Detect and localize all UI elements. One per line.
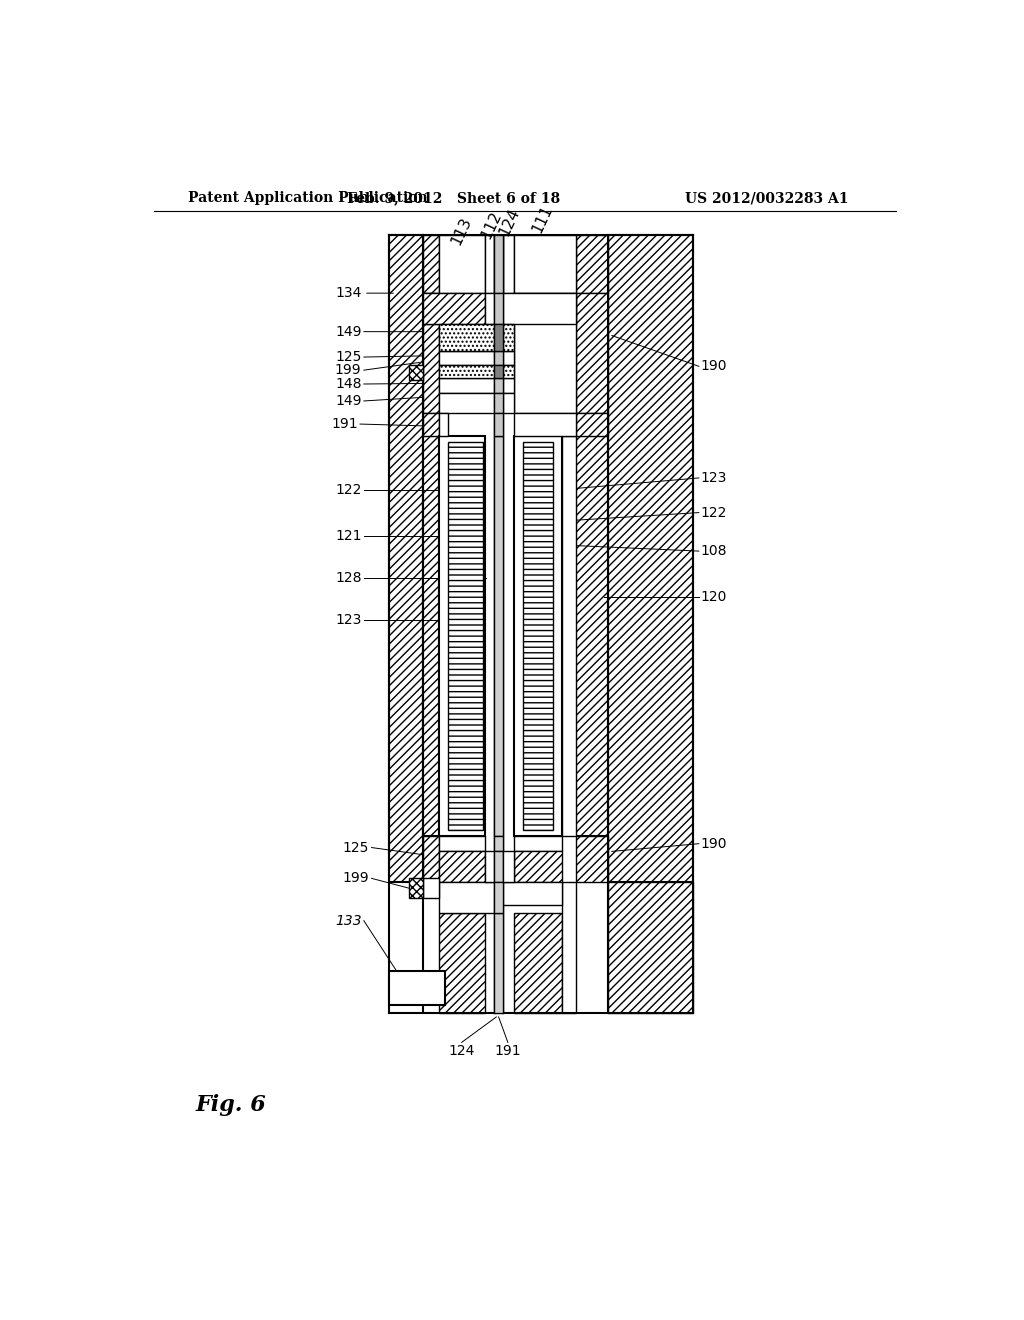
Bar (438, 851, 484, 882)
Bar (423, 293, 438, 413)
Bar (484, 293, 494, 323)
Text: 191: 191 (495, 1044, 521, 1057)
Bar (388, 970, 444, 1006)
Bar (423, 323, 438, 412)
Bar (575, 836, 608, 882)
Bar (494, 882, 503, 913)
Bar (438, 323, 494, 351)
Bar (514, 436, 562, 836)
Bar (503, 851, 514, 882)
Bar (423, 235, 438, 293)
Text: 124: 124 (449, 1044, 475, 1057)
Bar (410, 364, 423, 380)
Text: Patent Application Publication: Patent Application Publication (188, 191, 428, 206)
Text: 125: 125 (335, 350, 361, 364)
Text: 124: 124 (497, 206, 522, 239)
Bar (494, 364, 503, 378)
Bar (514, 913, 562, 1014)
Bar (423, 412, 438, 436)
Bar (503, 351, 514, 364)
Bar (494, 851, 503, 882)
Text: 113: 113 (449, 214, 474, 247)
Bar (438, 378, 494, 393)
Bar (438, 351, 494, 364)
Bar (562, 882, 575, 1014)
Bar (494, 412, 503, 436)
Bar (438, 393, 494, 412)
Text: 108: 108 (700, 544, 727, 558)
Bar (447, 442, 483, 830)
Text: 122: 122 (335, 483, 361, 496)
Bar (494, 293, 503, 323)
Bar (503, 235, 514, 293)
Bar (438, 436, 484, 836)
Bar (503, 293, 575, 323)
Text: 111: 111 (529, 203, 555, 235)
Bar (514, 851, 562, 882)
Bar (608, 882, 692, 1014)
Text: 199: 199 (343, 871, 370, 886)
Text: 190: 190 (700, 837, 727, 850)
Bar (575, 436, 608, 836)
Bar (575, 293, 608, 413)
Text: 191: 191 (331, 417, 357, 432)
Text: 128: 128 (335, 572, 361, 585)
Bar (423, 293, 484, 323)
Bar (423, 878, 438, 898)
Bar (503, 364, 514, 378)
Text: 122: 122 (700, 506, 727, 520)
Text: 120: 120 (700, 590, 727, 605)
Bar (410, 878, 423, 898)
Text: 121: 121 (335, 529, 361, 543)
Bar (423, 436, 438, 836)
Text: 123: 123 (700, 471, 727, 484)
Bar (438, 882, 494, 913)
Text: 134: 134 (335, 286, 361, 300)
Bar (494, 323, 503, 351)
Bar (503, 882, 562, 906)
Bar (494, 235, 503, 293)
Bar (562, 436, 575, 836)
Bar (514, 836, 562, 851)
Text: 149: 149 (335, 393, 361, 408)
Text: 148: 148 (335, 378, 361, 391)
Bar (494, 393, 503, 412)
Text: 123: 123 (335, 614, 361, 627)
Text: Fig. 6: Fig. 6 (196, 1094, 267, 1117)
Bar (494, 836, 503, 851)
Bar (523, 442, 553, 830)
Bar (438, 412, 447, 436)
Bar (575, 235, 608, 293)
Bar (484, 235, 494, 293)
Bar (608, 235, 692, 882)
Text: 125: 125 (343, 841, 370, 854)
Text: 199: 199 (335, 363, 361, 378)
Bar (494, 378, 503, 393)
Bar (503, 393, 514, 412)
Bar (494, 913, 503, 1014)
Text: 190: 190 (700, 359, 727, 374)
Text: 112: 112 (478, 209, 504, 242)
Bar (423, 836, 438, 882)
Bar (514, 293, 575, 413)
Bar (438, 364, 494, 378)
Bar (494, 351, 503, 364)
Bar (484, 851, 494, 882)
Bar (503, 323, 514, 351)
Text: Feb. 9, 2012   Sheet 6 of 18: Feb. 9, 2012 Sheet 6 of 18 (347, 191, 560, 206)
Bar (514, 412, 575, 436)
Bar (575, 412, 608, 436)
Bar (388, 235, 423, 882)
Text: 133: 133 (335, 913, 361, 928)
Bar (438, 235, 484, 293)
Bar (514, 235, 575, 293)
Bar (503, 378, 514, 393)
Bar (438, 836, 484, 851)
Text: 149: 149 (335, 325, 361, 339)
Bar (438, 913, 484, 1014)
Bar (494, 436, 503, 836)
Text: US 2012/0032283 A1: US 2012/0032283 A1 (685, 191, 849, 206)
